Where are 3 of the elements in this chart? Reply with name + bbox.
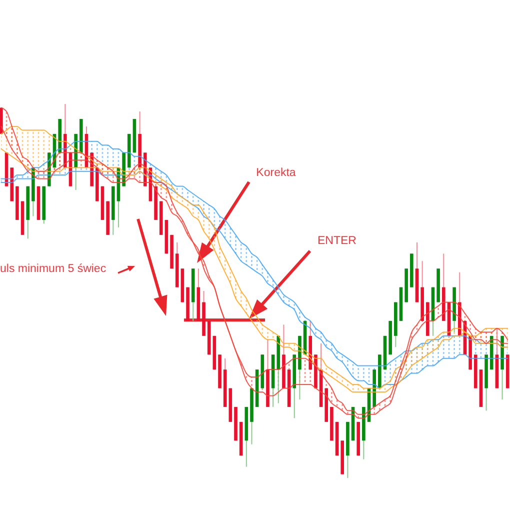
annotation: uls minimum 5 świec (0, 263, 106, 275)
annotation: ENTER (318, 235, 356, 247)
annotation: Korekta (256, 167, 296, 179)
